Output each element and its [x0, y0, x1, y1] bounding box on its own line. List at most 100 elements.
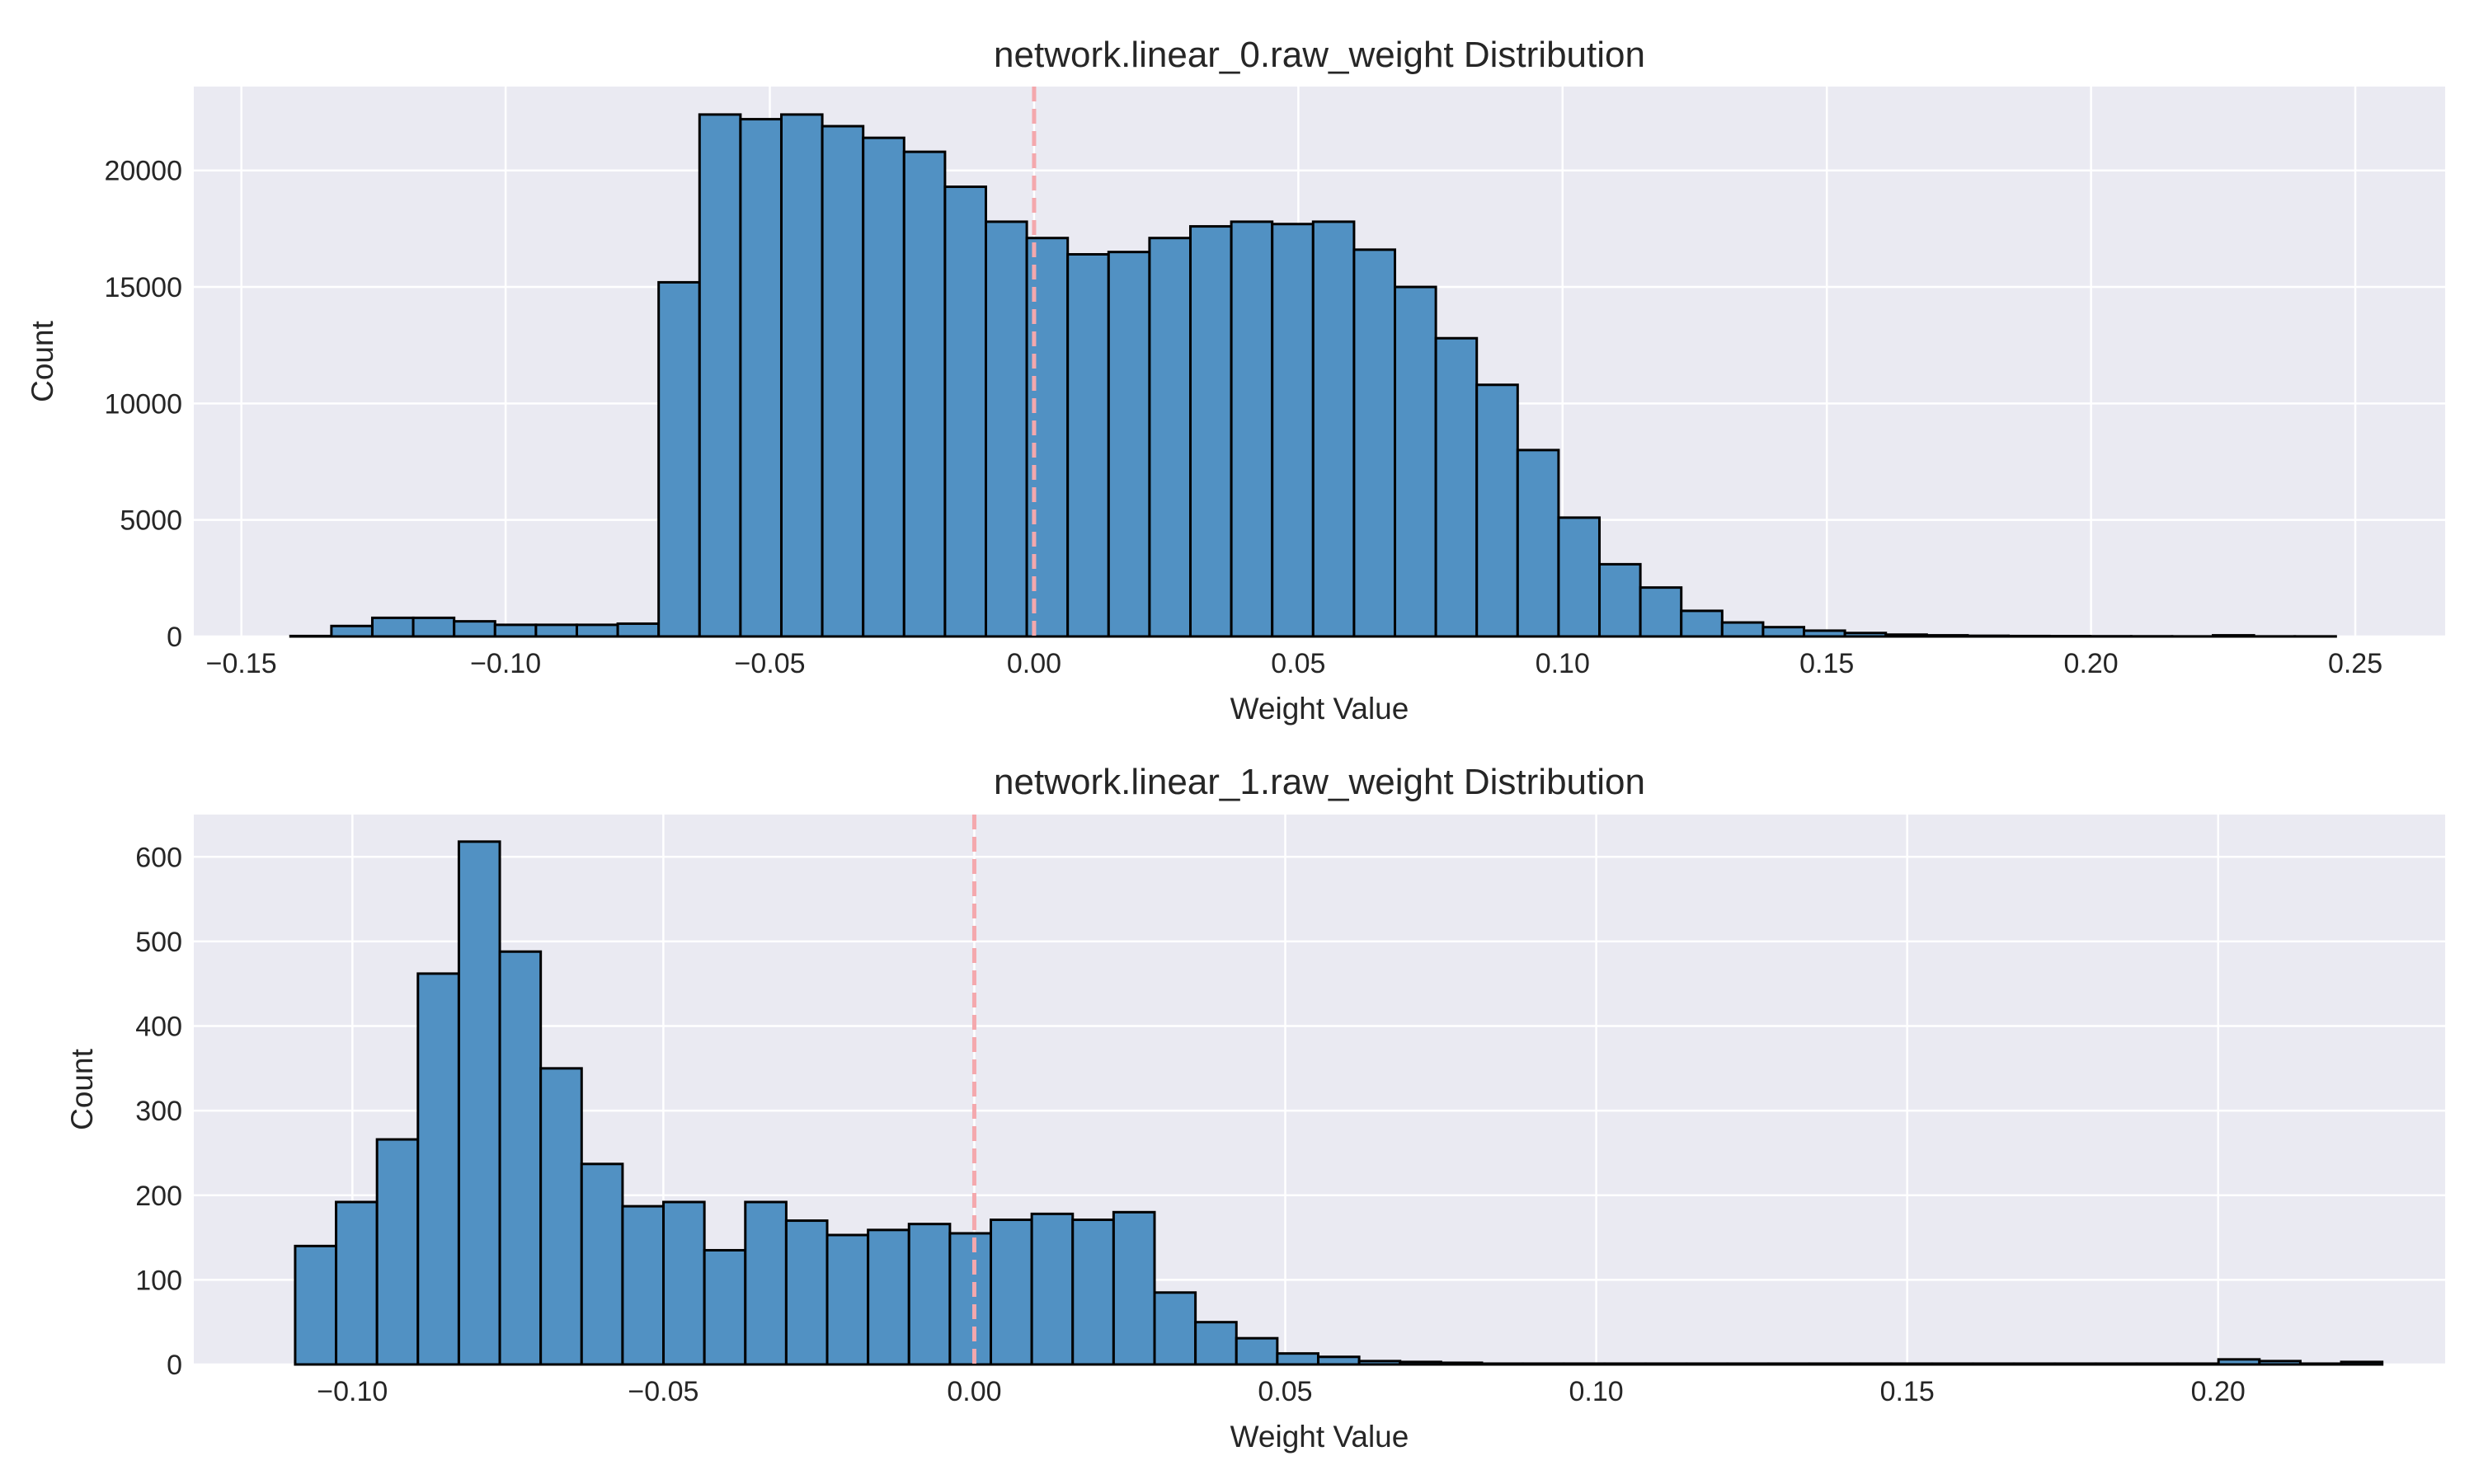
- x-axis-label: Weight Value: [1230, 1420, 1409, 1453]
- histogram-bar: [990, 1219, 1033, 1366]
- histogram-bar: [457, 840, 501, 1366]
- histogram-bar: [580, 1162, 624, 1366]
- histogram-bar: [1311, 220, 1356, 638]
- histogram-bar: [1066, 252, 1110, 638]
- histogram-bar: [2217, 1358, 2261, 1366]
- y-tick-label: 5000: [120, 505, 182, 537]
- y-tick-label: 100: [135, 1265, 182, 1296]
- histogram-bar: [1194, 1321, 1238, 1366]
- x-tick-label: 0.10: [1536, 648, 1590, 679]
- histogram-bar: [784, 1219, 829, 1366]
- histogram-bar: [825, 1233, 870, 1366]
- histogram-bar: [657, 280, 701, 638]
- histogram-bar: [1357, 1360, 1402, 1366]
- histogram-bar: [779, 113, 824, 638]
- histogram-bar: [453, 620, 496, 638]
- y-tick-label: 0: [167, 1350, 182, 1381]
- histogram-bar: [1557, 516, 1602, 638]
- histogram-bar: [621, 1205, 666, 1366]
- y-tick-label: 600: [135, 842, 182, 873]
- histogram-bar: [1516, 448, 1560, 638]
- histogram-bar: [1352, 248, 1397, 638]
- y-tick-labels: 0 100 200 300 400 500 600: [135, 842, 182, 1381]
- x-tick-label: 0.00: [1007, 648, 1061, 679]
- x-tick-label: 0.20: [2191, 1376, 2246, 1407]
- histogram-bar: [943, 186, 987, 638]
- histogram-bar: [294, 1244, 338, 1366]
- histogram-bar: [1276, 1352, 1319, 1366]
- histogram-bar: [2340, 1360, 2384, 1366]
- y-tick-label: 0: [167, 622, 182, 653]
- x-tick-label: 0.05: [1258, 1376, 1312, 1407]
- chart-title: network.linear_0.raw_weight Distribution: [994, 35, 1645, 75]
- y-tick-label: 20000: [104, 156, 182, 187]
- y-tick-labels: 0 5000 10000 15000 20000: [104, 156, 182, 653]
- histogram-bar: [902, 150, 947, 638]
- histogram-bar: [984, 220, 1028, 638]
- histogram-bar: [1720, 621, 1765, 638]
- histogram-bar: [1235, 1336, 1279, 1366]
- chart-title: network.linear_1.raw_weight Distribution: [994, 762, 1645, 802]
- histogram-bar: [575, 623, 619, 638]
- x-tick-label: 0.25: [2328, 648, 2382, 679]
- histogram-bar: [862, 136, 905, 638]
- histogram-bar: [867, 1228, 910, 1366]
- y-tick-label: 500: [135, 927, 182, 958]
- x-tick-labels: −0.10 −0.05 0.00 0.05 0.10 0.15 0.20: [317, 1376, 2246, 1407]
- histogram-panel-linear-1: −0.10 −0.05 0.00 0.05 0.10 0.15 0.20 0 100 200 30…: [65, 762, 2445, 1453]
- histogram-bar: [1394, 285, 1437, 638]
- y-tick-label: 200: [135, 1181, 182, 1212]
- histogram-bar: [907, 1223, 952, 1366]
- histogram-bar: [1639, 586, 1683, 638]
- histogram-bars: [294, 840, 2384, 1366]
- histogram-bar: [2258, 1360, 2302, 1366]
- histogram-bar: [412, 616, 456, 638]
- y-tick-label: 10000: [104, 388, 182, 420]
- histogram-bar: [1153, 1291, 1197, 1366]
- histogram-bar: [1439, 1361, 1484, 1366]
- histogram-bar: [703, 1248, 747, 1366]
- histogram-bar: [1025, 237, 1070, 638]
- y-axis-label: Count: [65, 1048, 99, 1129]
- x-tick-labels: −0.15 −0.10 −0.05 0.00 0.05 0.10 0.15 0.20 0.25: [206, 648, 2382, 679]
- histogram-bar: [1189, 225, 1233, 638]
- histogram-bars: [289, 113, 2337, 638]
- histogram-bar: [821, 124, 865, 638]
- x-axis-label: Weight Value: [1230, 692, 1409, 726]
- x-tick-label: −0.05: [628, 1376, 698, 1407]
- histogram-bar: [739, 118, 783, 638]
- histogram-bar: [1680, 609, 1724, 638]
- x-tick-label: 0.05: [1271, 648, 1325, 679]
- histogram-bar: [1112, 1210, 1156, 1366]
- x-tick-label: −0.15: [206, 648, 277, 679]
- histogram-bar: [698, 113, 742, 638]
- histogram-bar: [1598, 562, 1642, 638]
- x-tick-label: 0.10: [1569, 1376, 1624, 1407]
- histogram-bar: [375, 1138, 420, 1366]
- histogram-bar: [1843, 632, 1888, 638]
- histogram-bar: [416, 972, 460, 1366]
- histogram-bar: [1316, 1355, 1361, 1366]
- histogram-bar: [616, 622, 661, 638]
- histogram-bar: [1148, 237, 1192, 638]
- histogram-bar: [1230, 220, 1274, 638]
- histogram-bar: [1071, 1219, 1115, 1366]
- y-tick-label: 15000: [104, 272, 182, 303]
- x-tick-label: −0.05: [735, 648, 806, 679]
- histogram-bar: [335, 1200, 379, 1366]
- histogram-bar: [493, 623, 538, 638]
- y-axis-label: Count: [26, 320, 59, 402]
- histogram-bar: [1803, 629, 1846, 638]
- x-tick-label: 0.15: [1880, 1376, 1935, 1407]
- histogram-bar: [534, 623, 578, 638]
- histogram-bar: [1475, 383, 1519, 638]
- histogram-bar: [1399, 1360, 1442, 1366]
- y-tick-label: 400: [135, 1012, 182, 1043]
- histogram-bar: [498, 950, 543, 1366]
- x-tick-label: −0.10: [317, 1376, 388, 1407]
- x-tick-label: 0.00: [947, 1376, 1001, 1407]
- histogram-bar: [539, 1067, 583, 1366]
- histogram-bar: [662, 1200, 706, 1366]
- histogram-bar: [1271, 223, 1315, 638]
